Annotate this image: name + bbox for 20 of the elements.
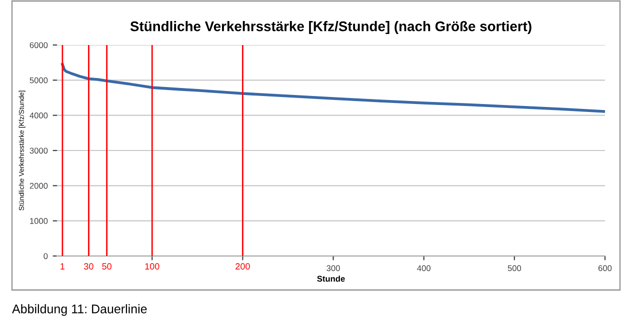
y-tick-label: 4000	[30, 112, 48, 118]
y-tick-label: 5000	[30, 77, 48, 84]
ref-line-label: 30	[84, 263, 94, 270]
y-tick-label: 6000	[30, 42, 48, 48]
ref-line-label: 100	[145, 263, 160, 270]
x-tick-label: 300	[326, 265, 340, 272]
chart-title: Stündliche Verkehrsstärke [Kfz/Stunde] (nach Größe sortiert)	[130, 21, 532, 34]
ref-line-label: 200	[236, 263, 250, 270]
x-axis-title: Stunde	[317, 276, 345, 282]
x-tick-label: 400	[417, 265, 430, 272]
ref-line-label: 50	[102, 263, 112, 270]
y-tick-label: 1000	[30, 218, 48, 224]
x-tick-label: 500	[508, 265, 522, 272]
ref-line-label: 1	[60, 263, 65, 270]
y-tick-label: 2000	[30, 182, 48, 189]
y-tick-label: 0	[44, 253, 48, 260]
y-tick-label: 3000	[30, 148, 48, 154]
line-series	[61, 62, 605, 113]
x-tick-label: 600	[598, 265, 612, 272]
text: Abbildung 11: Dauerlinie	[12, 304, 147, 316]
